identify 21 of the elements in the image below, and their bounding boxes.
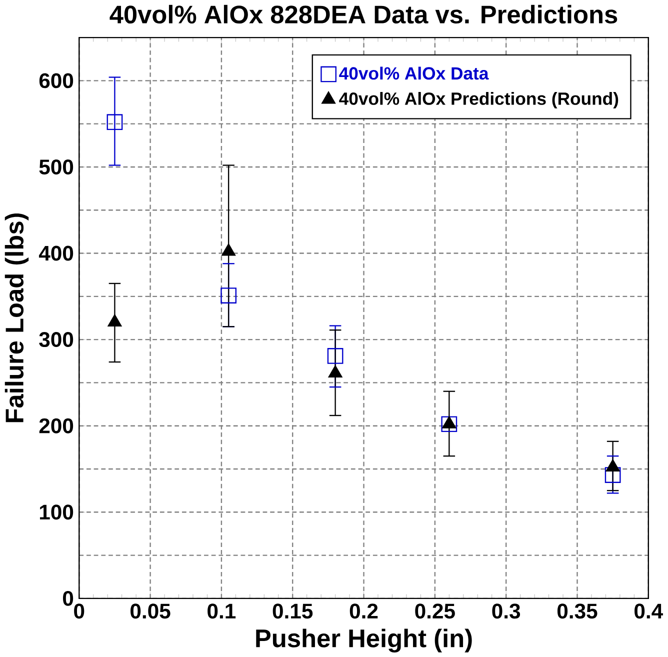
y-tick-label: 400 — [38, 246, 74, 261]
x-axis-title: Pusher Height (in) — [256, 628, 472, 652]
legend-label: 40vol% AlOx Predictions (Round) — [339, 92, 618, 108]
x-tick-label: 0.1 — [208, 603, 236, 618]
x-tick-label: 0.4 — [634, 603, 663, 618]
y-tick-label: 200 — [39, 418, 74, 434]
y-tick-label: 100 — [40, 504, 74, 520]
x-tick-label: 0.35 — [557, 603, 598, 618]
x-tick-label: 0.05 — [130, 603, 170, 618]
legend-label: 40vol% AlOx Data — [339, 66, 489, 80]
y-tick-label: 600 — [39, 73, 74, 88]
y-tick-label: 300 — [39, 332, 74, 347]
x-tick-label: 0.15 — [272, 603, 313, 618]
y-tick-label: 500 — [39, 159, 74, 174]
x-tick-label: 0.25 — [415, 603, 455, 618]
y-axis-title: Failure Load (lbs) — [4, 213, 29, 422]
chart-title: 40vol% AlOx 828DEA Data vs. Predictions — [110, 4, 618, 24]
y-tick-label: 0 — [63, 590, 74, 606]
x-tick-label: 0.2 — [350, 603, 378, 618]
x-tick-label: 0.3 — [492, 603, 520, 618]
x-tick-label: 0 — [74, 603, 84, 618]
